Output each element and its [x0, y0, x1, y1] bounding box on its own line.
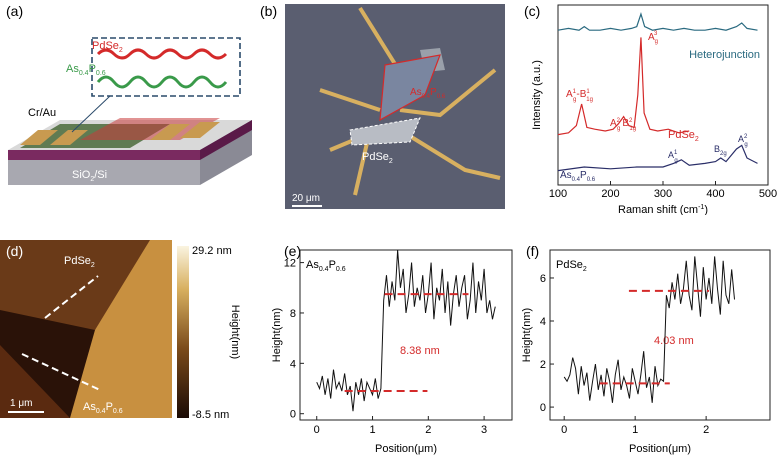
profile-trace: [316, 249, 496, 412]
series-label-asp: As0.4P0.6: [560, 170, 596, 183]
raman-frame: [557, 4, 769, 186]
profile-xtick-label: 3: [481, 424, 487, 436]
panel-a-tag: (a): [6, 3, 23, 19]
profile-f-step: 4.03 nm: [654, 335, 694, 347]
profile-xtick-label: 1: [632, 424, 638, 436]
micrograph-pdse2-label: PdSe2: [362, 151, 393, 165]
asp-lattice: [96, 75, 228, 89]
afm-map: (d) PdSe2 As0.4P0.6 1 μm 29.2 nm -8.5 nm…: [0, 240, 241, 421]
panel-a-graphic: (a) SiO2/Si Cr/Au PdSe2 As0.4P0.6: [6, 3, 252, 185]
afm-asp-region: [70, 240, 172, 418]
oxide-layer: [8, 150, 200, 160]
panel-d: (d) PdSe2 As0.4P0.6 1 μm 29.2 nm -8.5 nm…: [0, 240, 270, 455]
raman-xlabel: Raman shift (cm-1): [618, 204, 708, 215]
profile-f-ylabel: Height(nm): [521, 308, 533, 362]
oxide-side: [200, 120, 252, 160]
micrograph-asp-label: As0.4P0.6: [410, 87, 446, 100]
annot-asp-a2: A2 g: [738, 134, 748, 148]
panel-b-graphic: (b) As0.4P0.6 PdSe2 20 μm: [260, 3, 505, 209]
raman-xtick-label: 400: [706, 188, 724, 200]
colorbar-title: Height(nm): [229, 305, 241, 359]
profile-f-title: PdSe2: [556, 259, 587, 273]
series-label-pdse2: PdSe2: [668, 129, 699, 143]
profile-ytick-label: 12: [284, 258, 296, 270]
profile-e-step: 8.38 nm: [400, 345, 440, 357]
raman-series-1: [557, 37, 690, 136]
electrode-label: Cr/Au: [28, 107, 56, 119]
afm-pdse2-label: PdSe2: [64, 255, 95, 269]
panel-e-tag: (e): [284, 243, 301, 259]
profile-f-frame: [549, 249, 771, 421]
annot-a1b1: A1 g-B1 1g: [566, 89, 593, 103]
pdse2-lattice: [96, 48, 228, 60]
raman-chart: (c) Intensity (a.u.) Raman shift (cm-1) …: [524, 3, 777, 216]
profile-xtick-label: 1: [369, 424, 375, 436]
height-profile-asp: (e) As0.4P0.6 Height(nm) Position(μm) 8.…: [271, 243, 513, 455]
afm-linecut-f: [21, 353, 101, 391]
raman-xtick-label: 300: [654, 188, 672, 200]
raman-xtick-label: 500: [759, 188, 777, 200]
profile-e-title: As0.4P0.6: [306, 259, 346, 273]
height-profile-pdse2: (f) PdSe2 Height(nm) Position(μm) 4.03 n…: [521, 243, 771, 455]
pdse2-flake-micrograph: [349, 117, 421, 146]
raman-series-2: [557, 144, 758, 172]
annot-asp-a1: A1 g: [668, 150, 678, 164]
panel-a: (a) SiO2/Si Cr/Au PdSe2 As0.4P0.6: [0, 0, 260, 200]
colorbar: [177, 246, 189, 418]
inset-pdse2-label: PdSe2: [92, 40, 123, 54]
series-label-heterojunction: Heterojunction: [689, 49, 760, 61]
profile-xtick-label: 0: [314, 424, 320, 436]
colorbar-max: 29.2 nm: [192, 245, 232, 257]
profile-ytick-label: 6: [540, 273, 546, 285]
profile-xtick-label: 0: [561, 424, 567, 436]
profile-xtick-label: 2: [425, 424, 431, 436]
profile-ytick-label: 4: [290, 358, 296, 370]
panel-b-tag: (b): [260, 3, 277, 19]
inset-asp-label: As0.4P0.6: [66, 63, 106, 77]
profile-xtick-label: 2: [703, 424, 709, 436]
profile-e-frame: [299, 249, 513, 421]
afm-pdse2-region: [0, 240, 172, 330]
panel-f-tag: (f): [526, 243, 539, 259]
panel-d-tag: (d): [6, 243, 23, 259]
profile-f-xlabel: Position(μm): [629, 443, 691, 455]
electrodes: [20, 122, 220, 145]
panel-f: (f) PdSe2 Height(nm) Position(μm) 4.03 n…: [520, 240, 778, 455]
panel-c-tag: (c): [524, 3, 540, 19]
afm-asp-label: As0.4P0.6: [83, 401, 123, 415]
profile-ytick-label: 2: [540, 359, 546, 371]
annot-a3: Ag3: [648, 31, 658, 45]
afm-lower-region: [0, 345, 70, 418]
colorbar-min: -8.5 nm: [192, 409, 229, 421]
panel-e: (e) As0.4P0.6 Height(nm) Position(μm) 8.…: [270, 240, 520, 455]
afm-linecut-e: [44, 275, 99, 319]
raman-ylabel: Intensity (a.u.): [531, 60, 543, 130]
asp-flake-micrograph: [379, 54, 441, 122]
micrograph-scalebar-label: 20 μm: [292, 193, 320, 204]
raman-series-0: [557, 11, 758, 31]
profile-ytick-label: 0: [540, 402, 546, 414]
profile-e-xlabel: Position(μm): [375, 443, 437, 455]
profile-ytick-label: 4: [540, 316, 546, 328]
lattice-inset-box: [91, 37, 241, 97]
inset-pointer: [71, 95, 111, 133]
profile-ytick-label: 0: [290, 409, 296, 421]
profile-e-ylabel: Height(nm): [271, 308, 283, 362]
afm-scalebar-label: 1 μm: [10, 398, 32, 409]
profile-trace: [563, 256, 736, 403]
raman-xtick-label: 200: [601, 188, 619, 200]
raman-xtick-label: 100: [549, 188, 567, 200]
annot-a2b2: A2 g B2 1g: [610, 118, 636, 132]
substrate-label: SiO2/Si: [72, 169, 107, 183]
panel-c: (c) Intensity (a.u.) Raman shift (cm-1) …: [510, 0, 778, 216]
panel-b: (b) As0.4P0.6 PdSe2 20 μm: [260, 0, 510, 215]
profile-ytick-label: 8: [290, 308, 296, 320]
annot-asp-b2g: B2g: [714, 144, 727, 157]
